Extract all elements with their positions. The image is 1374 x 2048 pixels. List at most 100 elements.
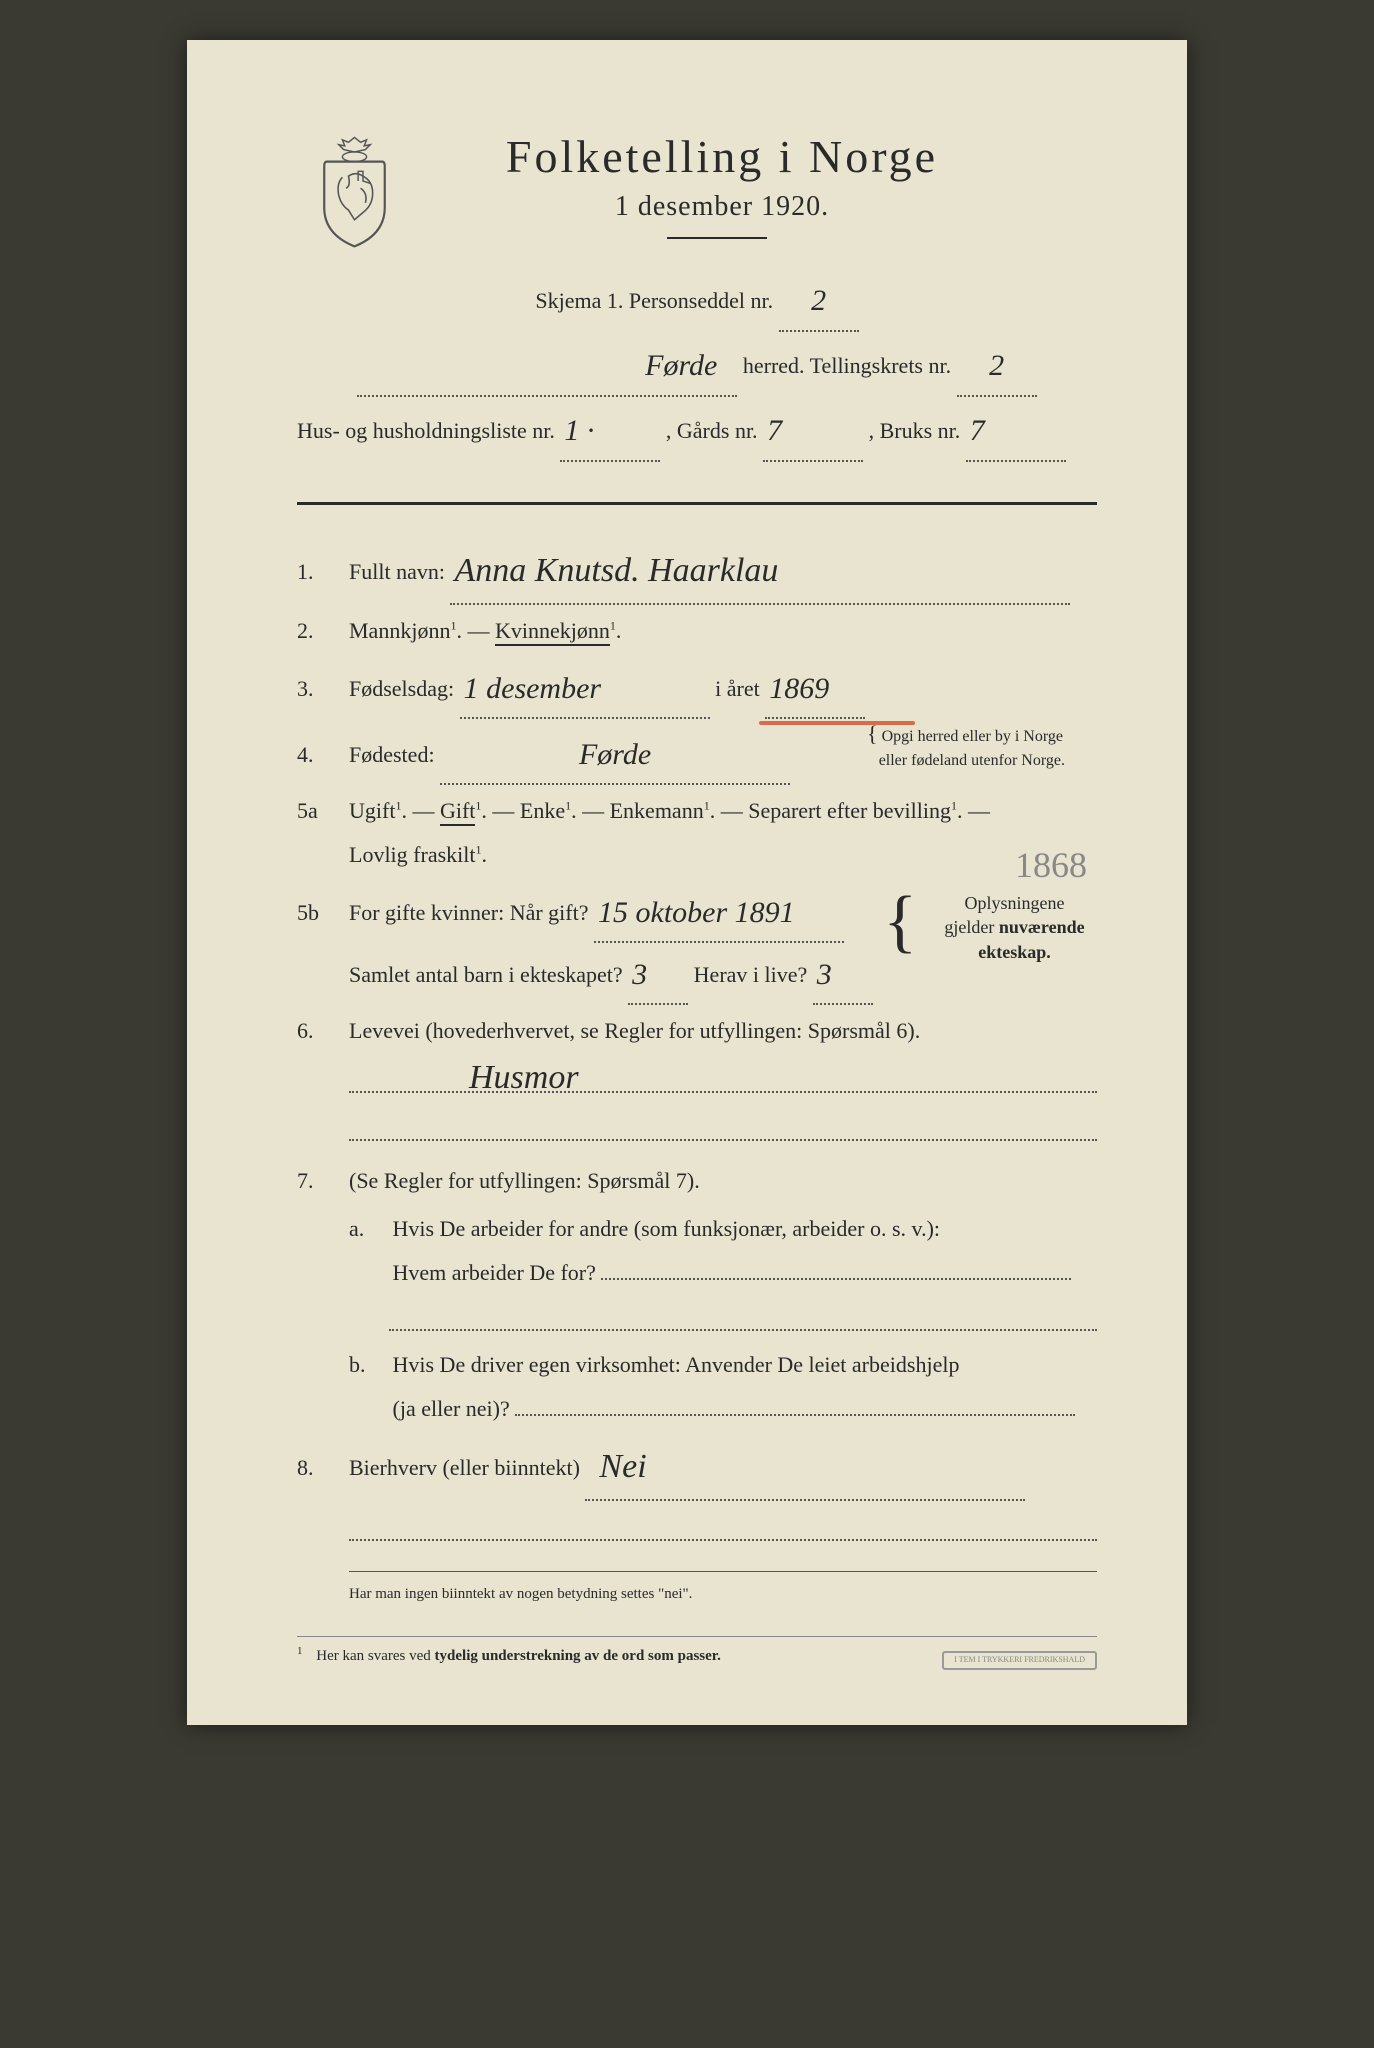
q3-day-value: 1 desember xyxy=(464,672,601,705)
census-form-page: Folketelling i Norge 1 desember 1920. Sk… xyxy=(187,40,1187,1725)
q7a-l2: Hvem arbeider De for? xyxy=(393,1260,596,1285)
q3-num: 3. xyxy=(297,667,349,711)
hus-label: Hus- og husholdningsliste nr. xyxy=(297,418,555,443)
question-3: 3. Fødselsdag: 1 desember i året 1869 xyxy=(297,657,1097,719)
q4-note-l2: eller fødeland utenfor Norge. xyxy=(879,752,1065,769)
question-7: 7. (Se Regler for utfyllingen: Spørsmål … xyxy=(297,1159,1097,1203)
q6-num: 6. xyxy=(297,1009,349,1053)
q1-value: Anna Knutsd. Haarklau xyxy=(454,552,778,589)
q7b-letter: b. xyxy=(349,1343,387,1387)
q5b-live-value: 3 xyxy=(817,958,832,991)
brace-icon: { xyxy=(883,887,917,957)
q2-end: . xyxy=(616,618,622,643)
q5a-num: 5a xyxy=(297,789,349,833)
title-divider xyxy=(667,237,767,239)
form-subtitle: 1 desember 1920. xyxy=(347,191,1097,223)
q3-day-field: 1 desember xyxy=(460,657,710,719)
q2-female: Kvinnekjønn xyxy=(495,618,610,646)
q7b-field xyxy=(515,1414,1075,1416)
question-2: 2. Mannkjønn1. — Kvinnekjønn1. xyxy=(297,609,1097,653)
question-6: 6. Levevei (hovederhvervet, se Regler fo… xyxy=(297,1009,1097,1053)
q6-field: Husmor xyxy=(349,1057,1097,1093)
question-5a: 5a Ugift1. — Gift1. — Enke1. — Enkemann1… xyxy=(297,789,1097,877)
q7b-l2: (ja eller nei)? xyxy=(393,1396,510,1421)
q8-field-2 xyxy=(349,1505,1097,1541)
question-5b: 5b For gifte kvinner: Når gift? 15 oktob… xyxy=(297,881,1097,1005)
q7b-l1: Hvis De driver egen virksomhet: Anvender… xyxy=(393,1352,960,1377)
bruks-value: 7 xyxy=(970,414,985,447)
q1-label: Fullt navn: xyxy=(349,559,445,584)
q5a-opt4: Enkemann xyxy=(610,798,704,823)
personseddel-value: 2 xyxy=(811,284,826,317)
q5b-note-l2: gjelder xyxy=(944,917,994,937)
q7b: b. Hvis De driver egen virksomhet: Anven… xyxy=(349,1343,1097,1431)
q4-value: Førde xyxy=(579,738,651,771)
question-1: 1. Fullt navn: Anna Knutsd. Haarklau xyxy=(297,535,1097,605)
q1-num: 1. xyxy=(297,550,349,594)
q7a-letter: a. xyxy=(349,1207,387,1251)
q5b-live-field: 3 xyxy=(813,943,873,1005)
q7-label: (Se Regler for utfyllingen: Spørsmål 7). xyxy=(349,1168,700,1193)
q8-field: Nei xyxy=(585,1431,1025,1501)
herred-label: herred. Tellingskrets nr. xyxy=(743,353,951,378)
q5b-barn-value: 3 xyxy=(632,958,647,991)
q4-note-l1: Opgi herred eller by i Norge xyxy=(882,728,1063,745)
q7-num: 7. xyxy=(297,1159,349,1203)
q4-num: 4. xyxy=(297,733,349,777)
q2-male: Mannkjønn xyxy=(349,618,450,643)
q5b-note-l3: ekteskap. xyxy=(978,942,1051,962)
q5b-note: Oplysningene gjelder nuværende ekteskap. xyxy=(922,891,1107,964)
q4-label: Fødested: xyxy=(349,742,435,767)
footnote-bold: tydelig understrekning av de ord som pas… xyxy=(435,1648,721,1664)
q5a-opt6: Lovlig fraskilt xyxy=(349,842,475,867)
form-header: Folketelling i Norge 1 desember 1920. Sk… xyxy=(297,130,1097,462)
q2-num: 2. xyxy=(297,609,349,653)
footnote-num: 1 xyxy=(297,1645,303,1657)
q6-value: Husmor xyxy=(469,1059,579,1089)
q5b-note-l2b: nuværende xyxy=(999,917,1085,937)
form-title: Folketelling i Norge xyxy=(347,130,1097,183)
question-8: 8. Bierhverv (eller biinntekt) Nei xyxy=(297,1431,1097,1501)
q5b-gift-value: 15 oktober 1891 xyxy=(598,896,795,929)
q5b-l1a: For gifte kvinner: Når gift? xyxy=(349,900,589,925)
gards-value: 7 xyxy=(767,414,782,447)
bruks-field: 7 xyxy=(966,397,1066,462)
q3-year-field: 1869 xyxy=(765,657,865,719)
q7a-field-2 xyxy=(389,1295,1097,1331)
q8-num: 8. xyxy=(297,1446,349,1490)
q2-sep: . — xyxy=(456,618,489,643)
q3-label: Fødselsdag: xyxy=(349,676,454,701)
q5a-opt2: Gift xyxy=(440,798,475,826)
q1-field: Anna Knutsd. Haarklau xyxy=(450,535,1070,605)
q3-year-value: 1869 xyxy=(769,672,829,705)
header-divider xyxy=(297,502,1097,505)
q8-value: Nei xyxy=(589,1448,646,1485)
gards-field: 7 xyxy=(763,397,863,462)
q3-mid: i året xyxy=(715,676,760,701)
q5a-opt5: Separert efter bevilling xyxy=(748,798,951,823)
skjema-line: Skjema 1. Personseddel nr. 2 xyxy=(297,267,1097,332)
footnote-mid: Har man ingen biinntekt av nogen betydni… xyxy=(349,1582,1097,1606)
q6-field-2 xyxy=(349,1105,1097,1141)
hus-value: 1 · xyxy=(564,414,594,447)
hus-field: 1 · xyxy=(560,397,660,462)
q5b-num: 5b xyxy=(297,891,349,935)
printer-stamp: I TEM I TRYKKERI FREDRIKSHALD xyxy=(942,1651,1097,1670)
herred-line: Førde herred. Tellingskrets nr. 2 xyxy=(297,332,1097,397)
hus-line: Hus- og husholdningsliste nr. 1 · , Gård… xyxy=(297,397,1097,462)
q5b-l2a: Samlet antal barn i ekteskapet? xyxy=(349,962,623,987)
herred-value: Førde xyxy=(645,349,717,382)
q5b-note-l1: Oplysningene xyxy=(965,893,1065,913)
q5b-l2b: Herav i live? xyxy=(694,962,808,987)
q5b-gift-field: 15 oktober 1891 xyxy=(594,881,844,943)
q8-label: Bierhverv (eller biinntekt) xyxy=(349,1455,580,1480)
gards-label: , Gårds nr. xyxy=(666,418,758,443)
q7a-l1: Hvis De arbeider for andre (som funksjon… xyxy=(393,1216,941,1241)
tellingskrets-field: 2 xyxy=(957,332,1037,397)
q5a-opt3: Enke xyxy=(520,798,565,823)
coat-of-arms-icon xyxy=(312,135,397,250)
q7a-field xyxy=(601,1278,1071,1280)
q6-label: Levevei (hovederhvervet, se Regler for u… xyxy=(349,1018,920,1043)
q4-field: Førde xyxy=(440,723,790,785)
footnote-divider-1 xyxy=(349,1571,1097,1572)
